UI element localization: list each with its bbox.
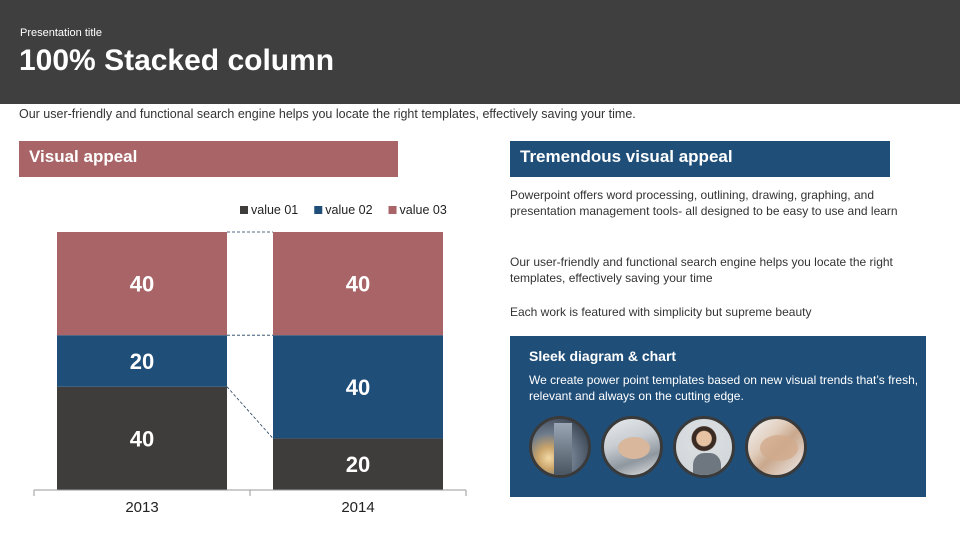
data-label: 20 bbox=[130, 349, 154, 374]
skyscrapers-photo bbox=[529, 416, 591, 478]
header-banner: Presentation title 100% Stacked column bbox=[0, 0, 960, 104]
data-label: 40 bbox=[130, 426, 154, 451]
paragraph-tools: Powerpoint offers word processing, outli… bbox=[510, 188, 898, 218]
meeting-photo bbox=[601, 416, 663, 478]
x-tick-label: 2013 bbox=[125, 499, 158, 516]
data-label: 40 bbox=[346, 272, 370, 297]
legend-entry: value 01 bbox=[251, 203, 298, 217]
bar-segment bbox=[273, 232, 443, 336]
bar-segment bbox=[57, 386, 227, 490]
presentation-title: Presentation title bbox=[20, 27, 102, 39]
series-line bbox=[226, 386, 274, 439]
legend-entry: value 03 bbox=[400, 203, 447, 217]
legend-swatch bbox=[388, 206, 397, 214]
tremendous-visual-appeal-heading: Tremendous visual appeal bbox=[510, 141, 890, 177]
data-label: 20 bbox=[346, 452, 370, 477]
visual-appeal-heading: Visual appeal bbox=[19, 141, 398, 177]
stacked-column-chart: 40 20 40 2013 20 40 40 2014 value 01 value 02 valu… bbox=[33, 203, 467, 516]
team-hands-photo bbox=[745, 416, 807, 478]
woman-phone-photo bbox=[673, 416, 735, 478]
paragraph-simplicity: Each work is featured with simplicity bu… bbox=[510, 305, 812, 319]
slide-subtitle: Our user-friendly and functional search … bbox=[19, 107, 636, 121]
data-label: 40 bbox=[130, 272, 154, 297]
x-tick-label: 2014 bbox=[341, 499, 374, 516]
legend-entry: value 02 bbox=[325, 203, 372, 217]
sleek-diagram-card: Sleek diagram & chart We create power po… bbox=[510, 336, 926, 497]
card-text: We create power point templates based on… bbox=[529, 373, 919, 403]
card-title: Sleek diagram & chart bbox=[529, 348, 677, 364]
bar-segment bbox=[57, 232, 227, 336]
bar-segment bbox=[273, 438, 443, 490]
paragraph-search-engine: Our user-friendly and functional search … bbox=[510, 255, 893, 285]
data-label: 40 bbox=[346, 375, 370, 400]
bar-segment bbox=[57, 335, 227, 387]
legend-swatch bbox=[314, 206, 323, 214]
bar-segment bbox=[273, 335, 443, 439]
slide-title: 100% Stacked column bbox=[19, 44, 335, 77]
legend-swatch bbox=[240, 206, 248, 214]
